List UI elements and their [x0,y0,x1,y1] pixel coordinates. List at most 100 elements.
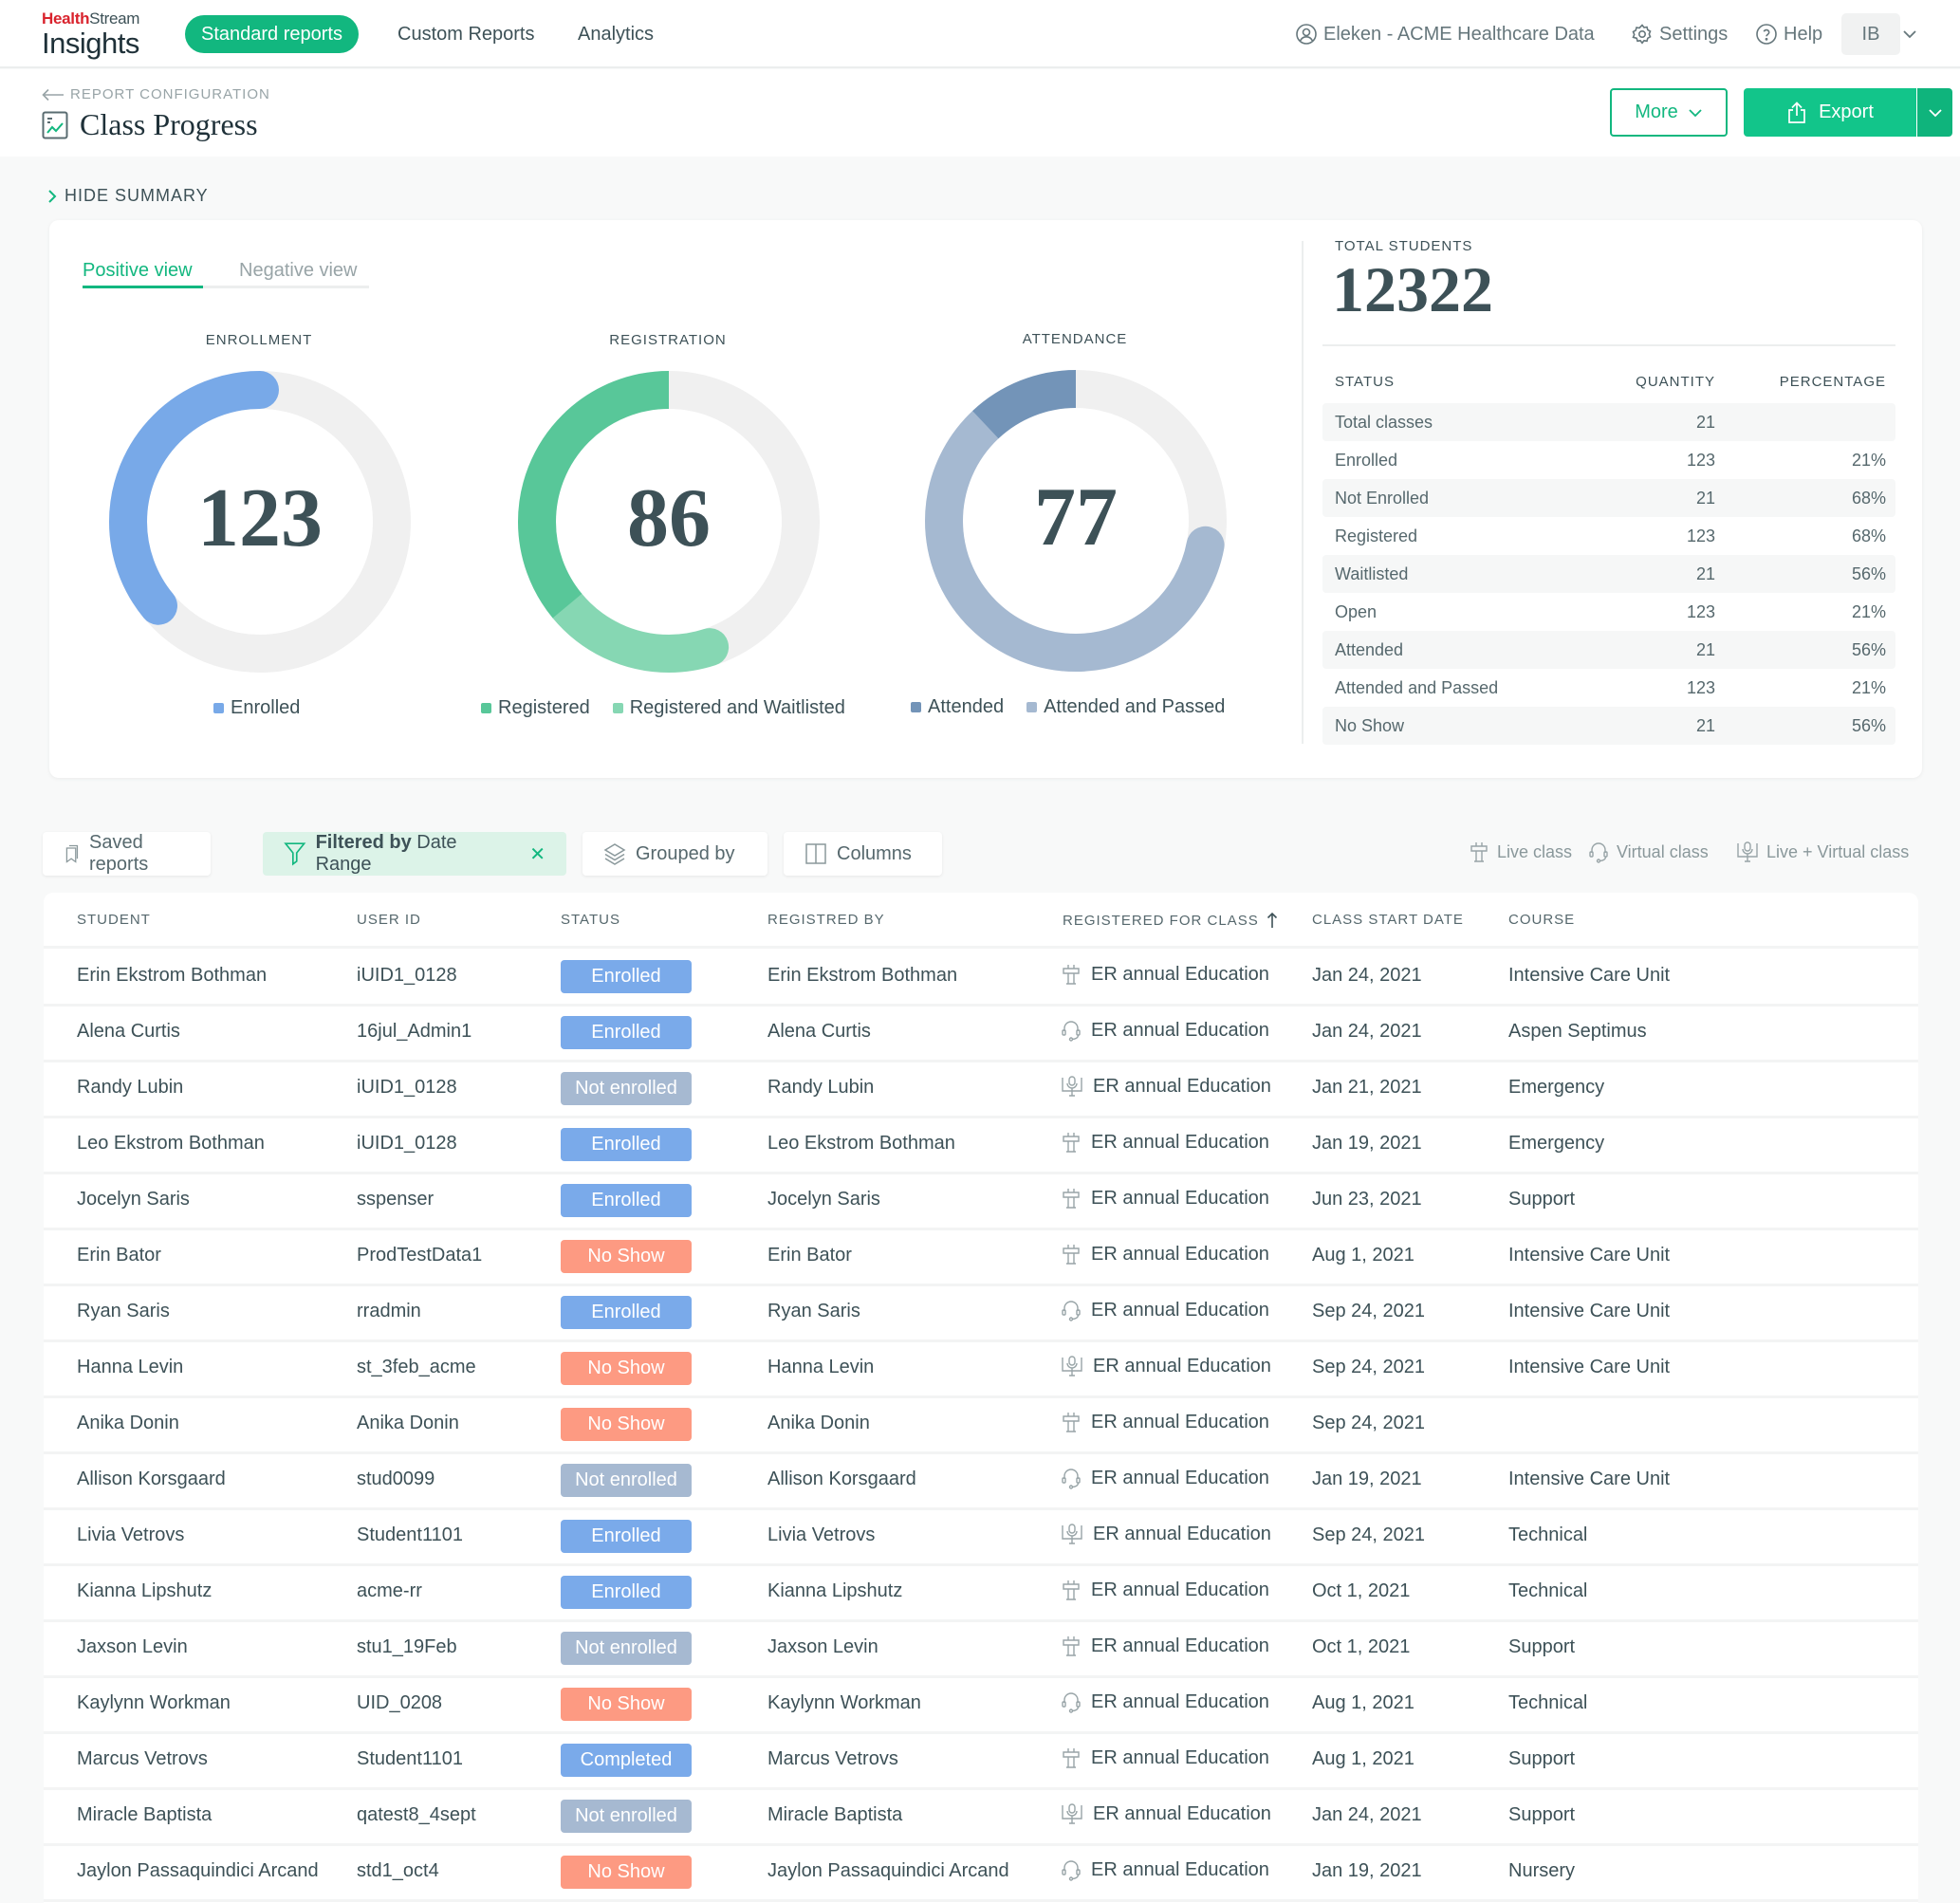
legend-swatch [911,702,921,712]
cell-user-id: UID_0208 [357,1692,443,1713]
cell-student: Jaylon Passaquindici Arcand [77,1860,319,1881]
table-row[interactable]: Ryan Saris rradmin Enrolled Ryan Saris ER an… [44,1286,1918,1342]
view-tabs: Positive view Negative view [83,239,369,288]
cell-registered-for-class[interactable]: ER annual Education [1061,1355,1271,1377]
column-header-registered-for-class[interactable]: REGISTERED FOR CLASS [1063,912,1278,929]
columns-button[interactable]: Columns [784,832,942,876]
status-badge: Enrolled [561,1128,692,1161]
more-button[interactable]: More [1610,88,1728,137]
total-students-value: 12322 [1332,253,1493,325]
cell-registered-for-class[interactable]: ER annual Education [1061,1243,1269,1266]
nav-tab-analytics[interactable]: Analytics [578,24,655,45]
filter-funnel-icon [284,842,306,866]
column-header-status[interactable]: STATUS [561,912,620,928]
cell-registered-for-class[interactable]: ER annual Education [1061,1802,1271,1825]
cell-course: Emergency [1508,1133,1605,1154]
cell-course: Emergency [1508,1077,1605,1098]
column-header-student[interactable]: STUDENT [77,912,151,928]
cell-student: Marcus Vetrovs [77,1748,208,1769]
column-header-class-start-date[interactable]: CLASS START DATE [1312,912,1464,928]
table-row[interactable]: Kaylynn Workman UID_0208 No Show Kaylynn Wo… [44,1678,1918,1734]
cell-registered-for-class[interactable]: ER annual Education [1061,1019,1269,1042]
logo-health-text: Health [42,9,90,28]
status-badge: Enrolled [561,1296,692,1329]
table-row[interactable]: Alena Curtis 16jul_Admin1 Enrolled Alena Cu… [44,1007,1918,1062]
cell-registered-for-class[interactable]: ER annual Education [1061,1075,1271,1098]
cell-registered-by: Erin Bator [767,1245,852,1266]
summary-divider [1302,241,1304,744]
date-range-filter-chip[interactable]: Filtered by Date Range ✕ [263,832,566,876]
column-header-course[interactable]: COURSE [1508,912,1575,928]
table-row[interactable]: Hanna Levin st_3feb_acme No Show Hanna Levi… [44,1342,1918,1398]
monitor-microphone-icon [1062,1524,1082,1544]
stats-header-status: STATUS [1335,373,1395,390]
stats-row: Total classes 21 [1322,403,1895,441]
status-stats-table: STATUS QUANTITY PERCENTAGE Total classes… [1322,362,1895,745]
table-row[interactable]: Allison Korsgaard stud0099 Not enrolled All… [44,1454,1918,1510]
status-badge: No Show [561,1856,692,1889]
class-name: ER annual Education [1091,1858,1269,1880]
settings-link[interactable]: Settings [1631,15,1728,53]
table-row[interactable]: Miracle Baptista qatest8_4sept Not enrolle… [44,1790,1918,1846]
table-row[interactable]: Leo Ekstrom Bothman iUID1_0128 Enrolled Leo… [44,1118,1918,1174]
headset-icon [1589,842,1608,863]
grouped-by-button[interactable]: Grouped by [582,832,767,876]
table-row[interactable]: Anika Donin Anika Donin No Show Anika Donin… [44,1398,1918,1454]
export-options-dropdown[interactable] [1917,88,1952,137]
header-label: USER ID [357,912,421,928]
stats-header-quantity: QUANTITY [1636,373,1715,390]
export-button[interactable]: Export [1744,88,1916,137]
org-selector[interactable]: Eleken - ACME Healthcare Data [1295,15,1595,53]
cell-course: Technical [1508,1580,1588,1601]
healthstream-insights-logo[interactable]: HealthStream Insights [42,9,139,59]
cell-registered-for-class[interactable]: ER annual Education [1061,1523,1271,1545]
table-row[interactable]: Randy Lubin iUID1_0128 Not enrolled Randy L… [44,1062,1918,1118]
cell-student: Leo Ekstrom Bothman [77,1133,265,1154]
table-row[interactable]: Jaylon Passaquindici Arcand std1_oct4 No S… [44,1846,1918,1902]
avatar[interactable]: IB [1841,13,1900,55]
table-row[interactable]: Kianna Lipshutz acme-rr Enrolled Kianna Lip… [44,1566,1918,1622]
chevron-down-icon[interactable] [1901,28,1918,40]
cell-registered-for-class[interactable]: ER annual Education [1061,1299,1269,1321]
hide-summary-toggle[interactable]: HIDE SUMMARY [47,186,209,206]
class-name: ER annual Education [1091,1746,1269,1768]
chevron-right-icon [48,189,57,203]
back-to-report-configuration[interactable]: REPORT CONFIGURATION [42,86,270,102]
table-row[interactable]: Jocelyn Saris sspenser Enrolled Jocelyn Sar… [44,1174,1918,1230]
cell-class-start-date: Jan 24, 2021 [1312,1021,1422,1042]
cell-registered-for-class[interactable]: ER annual Education [1061,1746,1269,1769]
cell-registered-for-class[interactable]: ER annual Education [1061,1411,1269,1433]
saved-reports-button[interactable]: Saved reports [43,832,211,876]
stats-percentage: 68% [1851,526,1886,545]
cell-registered-for-class[interactable]: ER annual Education [1061,1131,1269,1154]
cell-user-id: stu1_19Feb [357,1636,457,1657]
stats-quantity: 123 [1686,450,1715,470]
table-row[interactable]: Livia Vetrovs Student1101 Enrolled Livia Ve… [44,1510,1918,1566]
cell-registered-by: Alena Curtis [767,1021,871,1042]
cell-registered-for-class[interactable]: ER annual Education [1061,1635,1269,1657]
column-header-registered-by[interactable]: REGISTRED BY [767,912,885,928]
cell-registered-for-class[interactable]: ER annual Education [1061,1691,1269,1713]
column-header-user-id[interactable]: USER ID [357,912,421,928]
table-row[interactable]: Erin Bator ProdTestData1 No Show Erin Bator… [44,1230,1918,1286]
cell-class-start-date: Sep 24, 2021 [1312,1301,1425,1321]
cell-registered-for-class[interactable]: ER annual Education [1061,1187,1269,1210]
cell-registered-for-class[interactable]: ER annual Education [1061,1467,1269,1489]
table-row[interactable]: Erin Ekstrom Bothman iUID1_0128 Enrolled Er… [44,951,1918,1007]
class-name: ER annual Education [1091,1243,1269,1265]
tab-negative-view[interactable]: Negative view [239,260,358,281]
clear-filter-icon[interactable]: ✕ [529,843,545,865]
table-row[interactable]: Jaxson Levin stu1_19Feb Not enrolled Jaxson… [44,1622,1918,1678]
legend-label: Attended [928,696,1005,717]
cell-registered-by: Miracle Baptista [767,1804,903,1825]
cell-registered-for-class[interactable]: ER annual Education [1061,1858,1269,1881]
help-link[interactable]: Help [1755,15,1822,53]
stats-quantity: 21 [1695,715,1715,735]
table-row[interactable]: Marcus Vetrovs Student1101 Completed Marcus… [44,1734,1918,1790]
nav-tab-standard-reports[interactable]: Standard reports [185,15,359,53]
cell-registered-for-class[interactable]: ER annual Education [1061,1579,1269,1601]
hide-summary-label: HIDE SUMMARY [65,186,209,205]
cell-registered-for-class[interactable]: ER annual Education [1061,963,1269,986]
nav-tab-custom-reports[interactable]: Custom Reports [398,24,535,45]
tab-positive-view[interactable]: Positive view [83,260,193,281]
